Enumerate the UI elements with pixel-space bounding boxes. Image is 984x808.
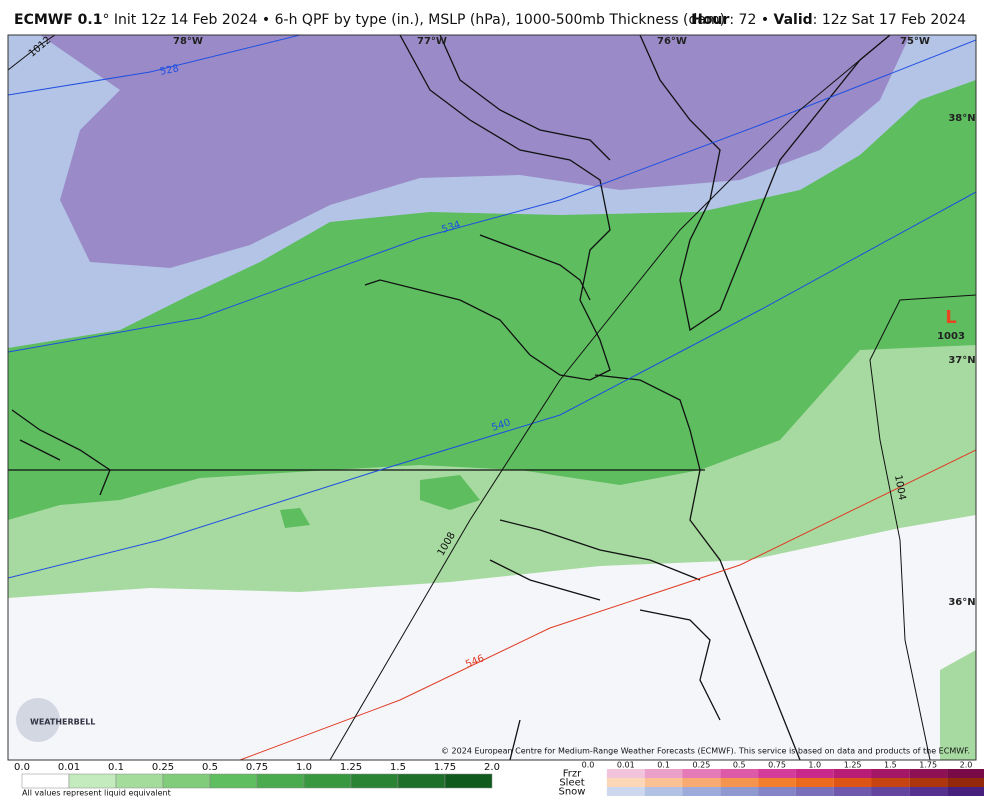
logo: WEATHERBELL [30,718,95,727]
map: 78°W 77°W 76°W 75°W38°N37°N36°N 528 534 540… [7,34,977,761]
type-name: Sleet [559,778,584,789]
rain-tick-label: 0.01 [58,762,80,773]
rain-tick-label: 1.0 [296,762,312,773]
valid: : 12z Sat 17 Feb 2024 [813,12,966,28]
rain-patch [280,475,480,528]
description: ° Init 12z 14 Feb 2024 • 6-h QPF by type… [102,12,725,28]
type-swatch [833,769,872,778]
type-tick-label: 1.25 [844,761,862,770]
type-swatch [606,778,645,787]
latitude-label: 38°N [948,113,975,124]
type-tick-label: 1.75 [919,761,937,770]
type-swatch [682,769,721,778]
type-swatch [909,769,948,778]
no-precip [8,515,976,760]
latitude-label: 36°N [948,597,975,608]
type-tick-label: 0.75 [768,761,786,770]
rain-tick-label: 0.25 [152,762,174,773]
low-symbol: L [945,307,956,328]
type-swatch [909,787,948,796]
type-tick-label: 0.5 [733,761,746,770]
rain-swatch [350,773,399,789]
type-swatch [644,769,683,778]
type-tick-label: 2.0 [960,761,973,770]
type-tick-label: 0.01 [617,761,635,770]
type-swatch [758,769,796,778]
rain-swatch [444,773,493,789]
rain-swatch [115,773,164,789]
rain-tick-label: 1.25 [340,762,362,773]
rain-swatch [397,773,446,789]
rain-swatch [162,773,211,789]
contours [8,35,976,760]
type-swatch [644,787,683,796]
rain-tick-label: 0.0 [14,762,30,773]
snow [40,35,910,268]
thickness-label: 528 [159,63,180,78]
type-swatch [795,769,834,778]
type-tick-label: 0.0 [582,761,595,770]
map-frame [7,34,977,761]
rain-swatch [21,773,70,789]
rain-swatch [68,773,117,789]
type-tick-label: 1.5 [884,761,897,770]
type-swatch [795,787,834,796]
type-swatch [947,769,984,778]
rain-swatch [303,773,352,789]
type-swatch [720,778,759,787]
latitude-label: 37°N [948,355,975,366]
type-swatch [871,787,910,796]
longitude-label: 75°W [900,36,930,47]
type-swatch [644,778,683,787]
type-swatch [758,778,796,787]
type-swatch [795,778,834,787]
rain-tick-label: 0.1 [108,762,124,773]
longitude-label: 76°W [657,36,687,47]
rain-swatch [209,773,258,789]
rain-tick-label: 0.75 [246,762,268,773]
type-name: Snow [559,787,586,798]
longitude-label: 77°W [417,36,447,47]
valid-label: Valid [774,12,813,28]
hour: : 72 • [729,12,773,28]
header-left: ECMWF 0.1° Init 12z 14 Feb 2024 • 6-h QP… [14,12,725,28]
type-swatch [947,778,984,787]
type-swatch [606,769,645,778]
model: ECMWF 0.1 [14,12,102,28]
low-pressure: 1003 [937,331,965,342]
type-name: Frzr [563,769,582,780]
pressure-label: 1004 [892,474,907,501]
rain-tick-label: 2.0 [484,762,500,773]
type-swatch [682,787,721,796]
rain-tick-label: 0.5 [202,762,218,773]
type-swatch [833,787,872,796]
type-swatch [720,787,759,796]
rain-tick-label: 1.75 [434,762,456,773]
type-tick-label: 1.0 [808,761,821,770]
type-swatch [758,787,796,796]
header-right: Hour: 72 • Valid: 12z Sat 17 Feb 2024 [691,12,966,28]
coastlines [11,35,891,760]
logo-mark [16,698,60,742]
type-swatch [720,769,759,778]
hour-label: Hour [691,12,729,28]
type-swatch [871,778,910,787]
type-tick-label: 0.1 [657,761,670,770]
type-swatch [909,778,948,787]
type-tick-label: 0.25 [692,761,710,770]
type-swatch [871,769,910,778]
type-swatch [833,778,872,787]
legend-note: All values represent liquid equivalent [22,789,171,798]
rain-tick-label: 1.5 [390,762,406,773]
legend: All values represent liquid equivalent 0… [14,761,984,798]
type-swatch [606,787,645,796]
type-swatch [947,787,984,796]
longitude-label: 78°W [173,36,203,47]
copyright: © 2024 European Centre for Medium-Range … [441,747,970,756]
rain-swatch [256,773,305,789]
type-swatch [682,778,721,787]
